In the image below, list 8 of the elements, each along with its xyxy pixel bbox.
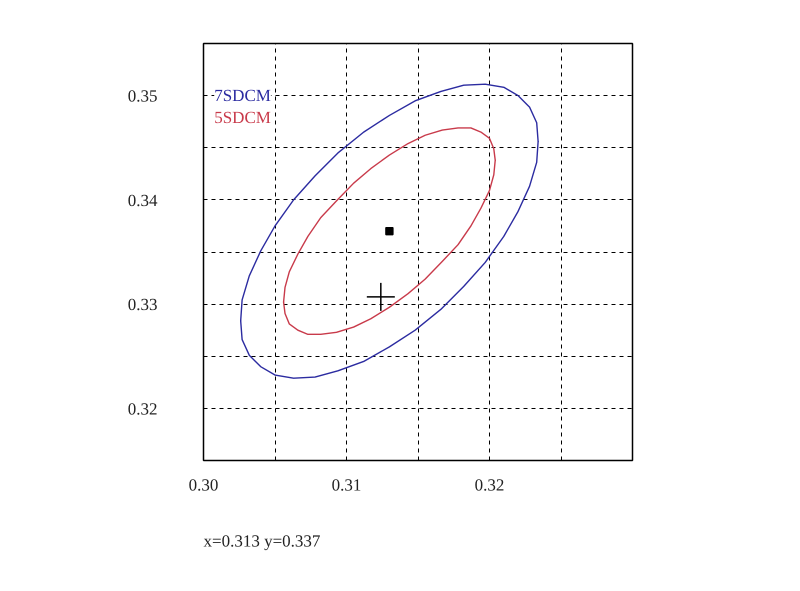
y-tick-label: 0.35 bbox=[128, 86, 158, 106]
y-tick-label: 0.33 bbox=[128, 295, 158, 314]
y-tick-label: 0.32 bbox=[128, 399, 158, 418]
y-tick-label: 0.34 bbox=[128, 190, 158, 210]
x-tick-label: 0.30 bbox=[188, 476, 218, 494]
text: x=0.313 y=0.337 bbox=[204, 532, 321, 550]
x-tick-label: 0.32 bbox=[474, 476, 504, 494]
x-tick-label: 0.31 bbox=[332, 476, 362, 494]
